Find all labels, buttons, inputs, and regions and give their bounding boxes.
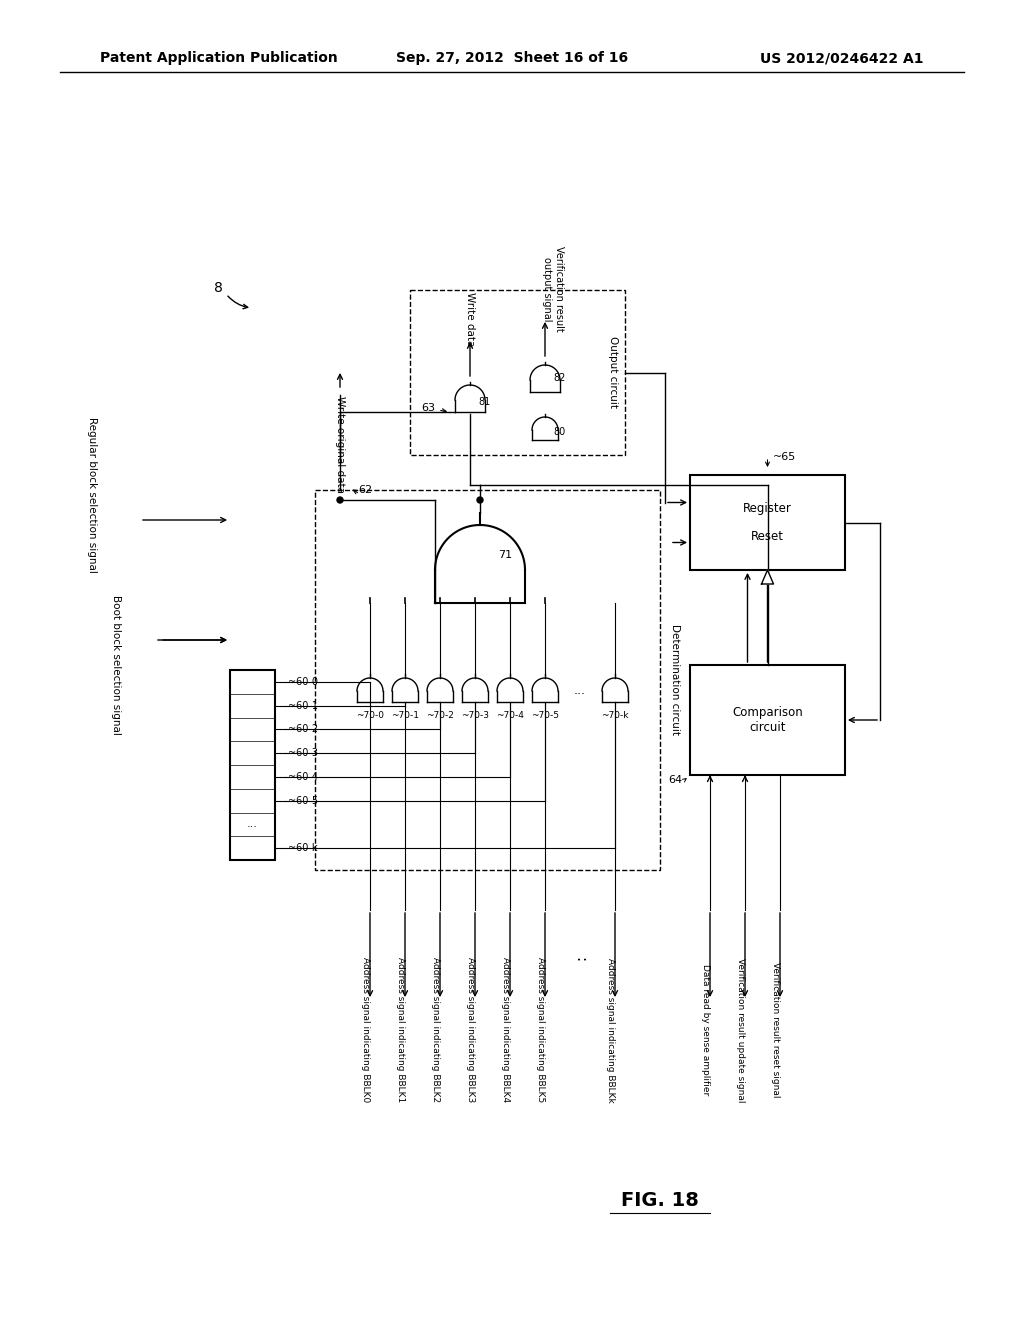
Circle shape: [337, 498, 343, 503]
Text: ~70-4: ~70-4: [496, 711, 524, 721]
Text: 71: 71: [498, 550, 512, 560]
Text: ~70-1: ~70-1: [391, 711, 419, 721]
Text: :: :: [572, 957, 588, 962]
Text: ~60-2: ~60-2: [288, 725, 318, 734]
Text: 80: 80: [553, 426, 565, 437]
Bar: [690, 665, 845, 775]
Text: ~60-4: ~60-4: [288, 772, 318, 781]
Text: Determination circuit: Determination circuit: [670, 624, 680, 735]
Text: Address signal indicating BBLK2: Address signal indicating BBLK2: [431, 957, 440, 1102]
Bar: [410, 290, 625, 455]
Text: Address signal indicating BBLK5: Address signal indicating BBLK5: [536, 957, 545, 1102]
Text: 62: 62: [358, 484, 372, 495]
Text: 81: 81: [478, 397, 490, 407]
Text: ~65: ~65: [772, 451, 796, 462]
Text: FIG. 18: FIG. 18: [622, 1191, 699, 1209]
Text: ~70-2: ~70-2: [426, 711, 454, 721]
Text: Address signal indicating BBLK4: Address signal indicating BBLK4: [501, 957, 510, 1102]
Text: 63: 63: [421, 403, 435, 413]
Text: Write original data: Write original data: [335, 396, 345, 494]
Bar: [690, 475, 845, 570]
Text: ~70-0: ~70-0: [356, 711, 384, 721]
Text: Address signal indicating BBLKk: Address signal indicating BBLKk: [606, 957, 615, 1102]
Text: ~60-1: ~60-1: [288, 701, 318, 710]
Text: Patent Application Publication: Patent Application Publication: [100, 51, 338, 65]
Text: Verification result update signal: Verification result update signal: [736, 958, 745, 1102]
Text: Regular block selection signal: Regular block selection signal: [87, 417, 97, 573]
Polygon shape: [762, 570, 773, 583]
Text: ...: ...: [247, 820, 258, 829]
Text: Output circuit: Output circuit: [608, 337, 618, 408]
Text: Verification result
output signal: Verification result output signal: [542, 246, 564, 331]
Bar: [230, 671, 275, 861]
Text: ~70-3: ~70-3: [461, 711, 489, 721]
Text: Verification result reset signal: Verification result reset signal: [771, 962, 780, 1098]
Text: Boot block selection signal: Boot block selection signal: [111, 595, 121, 735]
Text: 64: 64: [668, 775, 682, 785]
Text: ~70-5: ~70-5: [531, 711, 559, 721]
Text: ~60-0: ~60-0: [288, 677, 318, 686]
Text: Register: Register: [743, 502, 792, 515]
Text: Write data: Write data: [465, 292, 475, 346]
Text: ~60-k: ~60-k: [288, 843, 317, 853]
Text: ~70-k: ~70-k: [601, 711, 629, 721]
Text: Address signal indicating BBLK0: Address signal indicating BBLK0: [361, 957, 370, 1102]
Text: ~60-5: ~60-5: [288, 796, 318, 805]
Text: Reset: Reset: [751, 531, 784, 543]
Text: 82: 82: [553, 374, 565, 383]
Text: Sep. 27, 2012  Sheet 16 of 16: Sep. 27, 2012 Sheet 16 of 16: [396, 51, 628, 65]
Text: Address signal indicating BBLK3: Address signal indicating BBLK3: [466, 957, 475, 1102]
Text: Comparison
circuit: Comparison circuit: [732, 706, 803, 734]
Circle shape: [477, 498, 483, 503]
Text: Data read by sense amplifier: Data read by sense amplifier: [701, 965, 710, 1096]
Text: Address signal indicating BBLK1: Address signal indicating BBLK1: [396, 957, 406, 1102]
Text: 8: 8: [214, 281, 222, 294]
Text: US 2012/0246422 A1: US 2012/0246422 A1: [761, 51, 924, 65]
Text: ...: ...: [574, 685, 586, 697]
Text: ~60-3: ~60-3: [288, 748, 318, 758]
Bar: [315, 490, 660, 870]
